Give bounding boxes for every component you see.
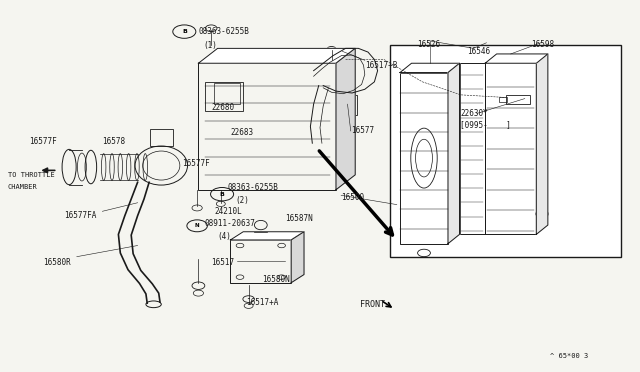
Text: 08911-20637: 08911-20637 [205,219,255,228]
Text: 16580N: 16580N [262,275,290,284]
Bar [230,240,291,283]
Text: (1): (1) [204,41,218,50]
Text: 16500: 16500 [341,193,364,202]
Text: 22683: 22683 [230,128,253,137]
Text: 08363-6255B: 08363-6255B [227,183,278,192]
Text: ^ 65*00 3: ^ 65*00 3 [550,353,589,359]
Bar [460,63,485,234]
Bar [400,73,448,244]
Bar [205,81,243,111]
Text: 16517: 16517 [211,258,234,267]
Text: 16578: 16578 [102,137,125,146]
Text: 24210L: 24210L [214,207,242,216]
Bar [198,63,336,190]
Text: (4): (4) [218,232,232,241]
Polygon shape [230,232,304,240]
Bar [485,63,536,234]
Text: N: N [195,223,200,228]
Text: 16577F: 16577F [29,137,56,146]
Text: 16517+B: 16517+B [365,61,397,70]
Polygon shape [198,48,355,63]
Text: 16577FA: 16577FA [64,211,97,219]
Text: (2): (2) [236,196,250,205]
Text: 16598: 16598 [531,40,554,49]
Bar [499,97,507,102]
Text: 16587N: 16587N [285,214,312,223]
Polygon shape [485,54,548,63]
Text: 16577: 16577 [351,126,374,135]
Polygon shape [400,63,460,73]
Bar [506,95,530,104]
Polygon shape [291,232,304,283]
Text: 22630Y: 22630Y [461,109,488,118]
Text: 22680: 22680 [211,103,234,112]
Text: 16517+A: 16517+A [246,298,279,307]
Text: 16546: 16546 [467,47,490,56]
Text: 08363-6255B: 08363-6255B [198,27,249,36]
Text: B: B [220,192,225,197]
Bar [214,83,240,104]
Text: 16577F: 16577F [182,159,210,168]
Polygon shape [448,63,460,244]
Text: B: B [182,29,187,34]
Text: CHAMBER: CHAMBER [8,184,37,190]
Bar [343,99,353,111]
Text: FRONT: FRONT [360,300,385,309]
Bar [150,129,173,146]
Text: TO THROTTLE: TO THROTTLE [8,172,54,178]
Bar [339,95,357,115]
Polygon shape [336,48,355,190]
Polygon shape [536,54,548,234]
Bar [390,45,621,257]
Text: 16580R: 16580R [44,258,71,267]
Text: 16526: 16526 [417,40,440,49]
Text: [0995-    ]: [0995- ] [460,120,510,129]
